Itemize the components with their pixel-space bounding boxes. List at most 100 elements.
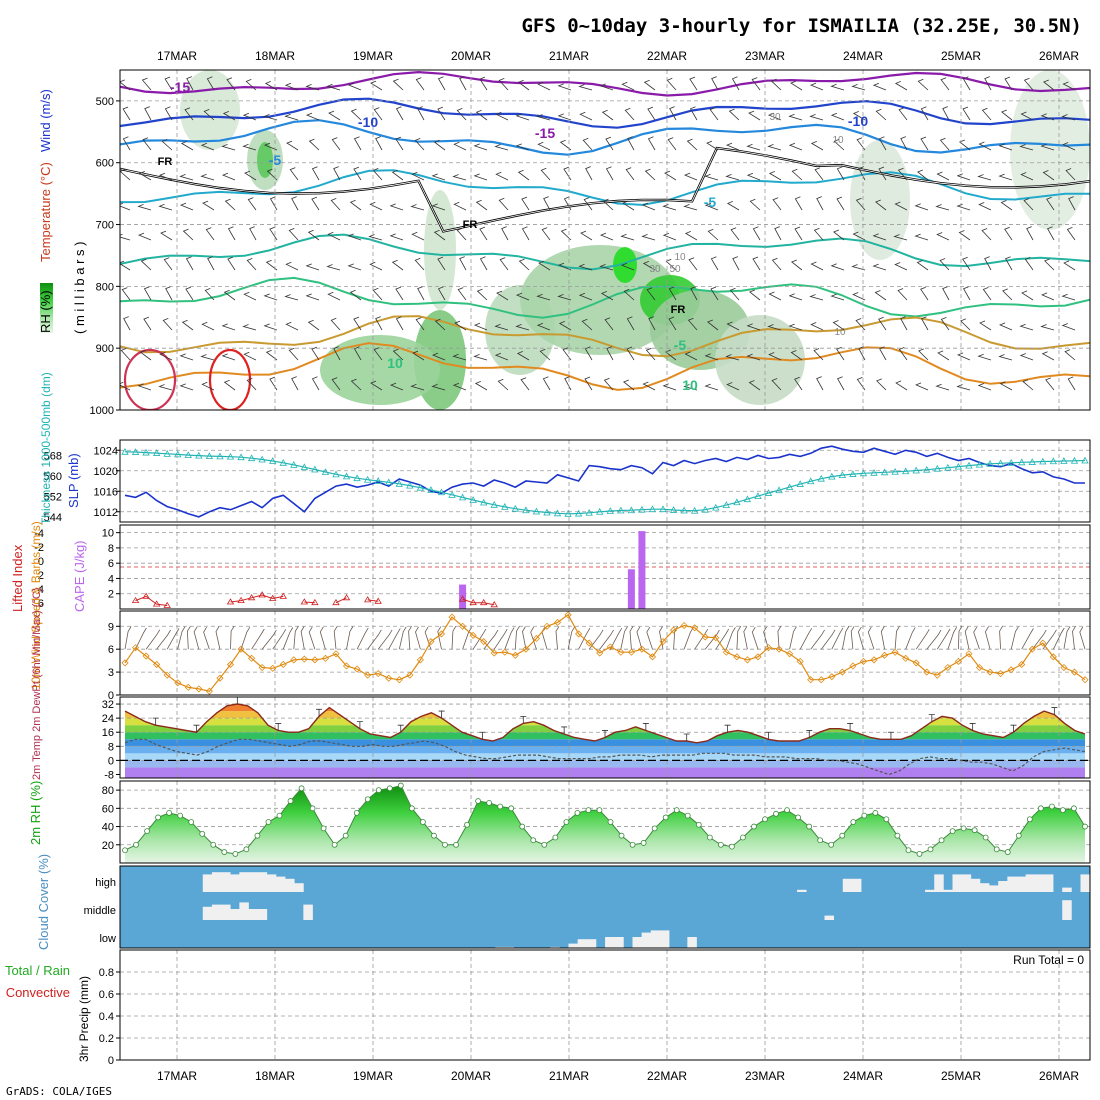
cloud-bar: [230, 874, 240, 892]
slp-line: [124, 445, 1085, 518]
wind-barb: [1024, 257, 1034, 271]
wind-barb: [794, 196, 803, 211]
wind-barb-10m: [398, 626, 407, 650]
wind-speed-marker: [553, 618, 562, 627]
wind-barb: [221, 144, 236, 151]
thickness-marker: [342, 472, 351, 480]
wind-barb-10m: [810, 629, 825, 650]
grid-precip: [120, 950, 1090, 1060]
wind-barb: [120, 260, 131, 271]
wind-speed-marker: [163, 671, 171, 679]
wind-barb: [263, 142, 278, 151]
wind-barb: [266, 168, 278, 181]
thickness-marker: [817, 474, 825, 482]
wind-barb: [558, 321, 572, 331]
ylabel-total-rain: Total / Rain: [5, 963, 70, 978]
ytick-label: 4: [108, 573, 114, 585]
wind-barb: [599, 264, 614, 271]
wind-barb: [305, 263, 320, 271]
wind-barb: [288, 228, 299, 241]
wind-speed-marker: [1070, 668, 1079, 676]
wind-barb: [1022, 379, 1034, 391]
thickness-marker: [321, 468, 330, 475]
wind-barb: [917, 78, 929, 91]
wind-barb: [120, 348, 131, 361]
wind-barb: [431, 384, 446, 391]
date-axis-bottom: 17MAR 18MAR 19MAR 20MAR 21MAR 22MAR 23MAR 24MAR…: [157, 1069, 1079, 1083]
rh-area-fill: [125, 785, 1085, 863]
ytick-cloud: middle: [84, 905, 116, 917]
wind-barb: [498, 197, 509, 211]
wind-barb: [123, 316, 131, 331]
wind-barb: [479, 76, 488, 91]
cloud-bar: [687, 937, 697, 948]
wind-barb: [515, 113, 530, 121]
wind-barb: [833, 138, 845, 151]
wind-barb: [940, 317, 950, 331]
cloud-bar: [239, 902, 249, 920]
rh-marker: [938, 837, 945, 844]
thickness-marker: [680, 506, 688, 514]
wind-speed-marker: [796, 657, 804, 665]
wind-barb-10m: [1031, 629, 1047, 650]
li-marker: [363, 596, 372, 603]
wind-speed-marker: [342, 662, 351, 670]
minmax-whisker: [765, 731, 772, 740]
ytick-label: 1012: [94, 507, 118, 519]
thickness-marker: [437, 488, 446, 496]
wind-barb: [897, 288, 908, 301]
wind-speed-marker: [1028, 645, 1036, 653]
wind-barb: [185, 256, 194, 271]
wind-barb-10m: [880, 626, 885, 650]
wind-barb: [495, 111, 509, 121]
wind-speed-marker: [364, 671, 372, 679]
wind-barb: [832, 320, 845, 331]
thickness-marker: [1018, 458, 1026, 466]
wind-barb: [333, 166, 341, 181]
wind-speed-marker: [743, 656, 751, 664]
credit: GrADS: COLA/IGES: [6, 1085, 112, 1098]
thickness-marker: [142, 448, 150, 456]
wind-barb: [542, 376, 551, 391]
ylabel-wind: Wind (m/s): [38, 89, 53, 152]
wind-barb: [223, 289, 236, 301]
wind-barb-10m: [588, 629, 604, 650]
cloud-bar: [934, 874, 944, 892]
wind-speed-marker: [564, 611, 572, 619]
wind-barb-10m: [947, 626, 958, 650]
wind-barb: [559, 139, 572, 151]
rh-marker: [254, 832, 261, 839]
wind-barb: [164, 76, 173, 91]
thickness-marker: [300, 463, 309, 471]
wind-barb: [794, 226, 803, 241]
wind-barb: [851, 84, 866, 91]
wind-barb: [686, 138, 698, 151]
wind-barb: [643, 79, 656, 91]
wind-barb-10m: [763, 626, 769, 650]
cloud-bar: [294, 883, 304, 892]
wind-barb: [937, 350, 950, 361]
wind-barb: [962, 256, 971, 271]
rh-marker: [839, 832, 846, 839]
wind-barb: [537, 81, 551, 91]
wind-barb: [1067, 376, 1076, 391]
wind-barb: [120, 202, 131, 211]
wind-barb: [1045, 377, 1055, 391]
wind-barb-10m: [964, 626, 970, 650]
thickness-marker: [701, 505, 709, 513]
wind-barb: [893, 234, 908, 241]
wind-barb: [856, 377, 866, 391]
wind-barb: [144, 106, 152, 121]
minmax-whisker: [479, 731, 486, 740]
wind-barb: [940, 77, 950, 91]
wind-barb: [221, 353, 236, 361]
wind-speed-marker: [575, 630, 583, 638]
rh-marker: [353, 809, 360, 816]
wind-barb: [876, 378, 887, 391]
wind-speed-marker: [817, 676, 825, 684]
thickness-marker: [880, 468, 889, 476]
wind-barb: [141, 77, 152, 91]
wind-barb: [515, 292, 530, 301]
wind-barb: [1040, 324, 1055, 331]
wind-barb: [746, 143, 761, 151]
